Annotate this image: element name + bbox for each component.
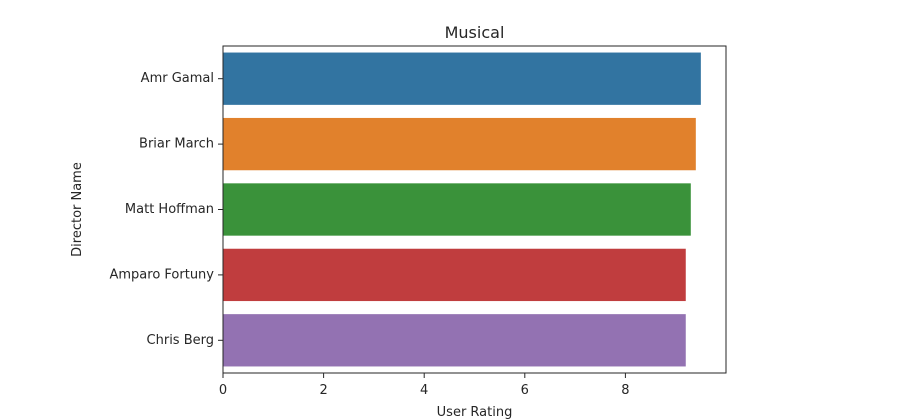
bars-layer	[223, 52, 701, 367]
y-tick-label: Chris Berg	[147, 333, 214, 348]
x-tick-label: 0	[219, 383, 227, 398]
bar-amparo-fortuny	[223, 248, 686, 302]
x-axis-label: User Rating	[437, 405, 513, 420]
y-tick-label: Amparo Fortuny	[109, 267, 214, 282]
y-tick-label: Briar March	[139, 137, 214, 152]
x-tick-label: 8	[621, 383, 629, 398]
y-tick-label: Matt Hoffman	[125, 202, 214, 217]
bar-briar-march	[223, 117, 696, 171]
chart-title: Musical	[445, 23, 505, 42]
bar-amr-gamal	[223, 52, 701, 105]
plot-frame	[222, 45, 727, 374]
x-tick-label: 6	[521, 383, 529, 398]
y-tick-label: Amr Gamal	[141, 71, 214, 86]
y-axis-label: Director Name	[70, 162, 85, 257]
x-tick-label: 4	[420, 383, 428, 398]
bar-chris-berg	[223, 314, 686, 367]
bar-matt-hoffman	[223, 183, 691, 236]
ticks-layer: Amr Gamal Briar March Matt Hoffman Amparo F…	[109, 71, 629, 398]
x-tick-label: 2	[319, 383, 327, 398]
